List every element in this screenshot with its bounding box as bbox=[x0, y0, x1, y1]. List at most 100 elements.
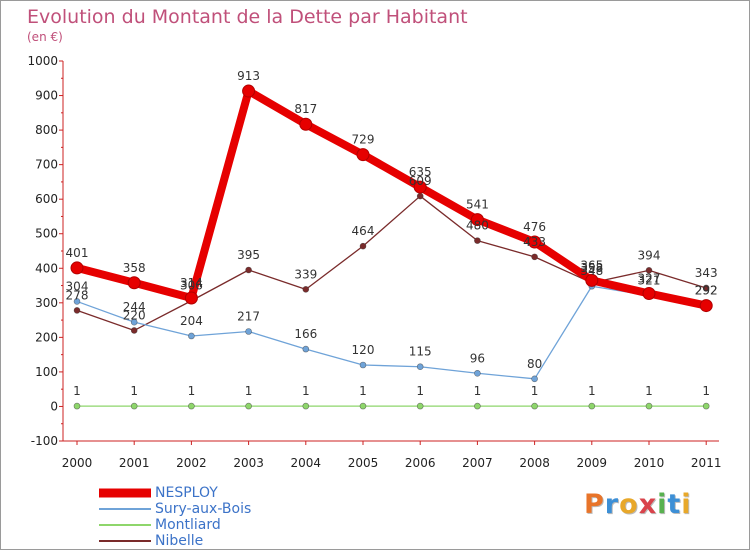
data-point-nibelle bbox=[531, 253, 538, 261]
legend-label-montliard: Montliard bbox=[155, 517, 221, 533]
data-label-sury-aux-bois: 244 bbox=[123, 300, 146, 314]
data-label-montliard: 1 bbox=[416, 384, 424, 398]
data-point-montliard bbox=[702, 402, 710, 410]
data-point-montliard bbox=[531, 402, 538, 410]
data-point-montliard bbox=[359, 402, 367, 410]
proxiti-logo: Proxiti bbox=[584, 489, 692, 520]
logo-letter: i bbox=[657, 489, 668, 520]
x-tick-label: 2008 bbox=[519, 456, 550, 470]
data-point-sury-aux-bois bbox=[188, 332, 195, 340]
data-label-nesploy: 913 bbox=[237, 69, 260, 83]
data-point-nesploy bbox=[699, 299, 713, 313]
data-label-sury-aux-bois: 120 bbox=[352, 343, 375, 357]
data-label-nibelle: 306 bbox=[180, 279, 203, 293]
data-point-sury-aux-bois bbox=[73, 298, 81, 305]
chart-title: Evolution du Montant de la Dette par Hab… bbox=[27, 6, 468, 28]
logo-letter: i bbox=[681, 489, 692, 520]
data-label-sury-aux-bois: 217 bbox=[237, 309, 260, 323]
data-label-montliard: 1 bbox=[531, 384, 539, 398]
data-point-nibelle bbox=[245, 266, 252, 274]
data-point-montliard bbox=[130, 402, 138, 410]
data-point-montliard bbox=[645, 402, 653, 410]
legend-label-nibelle: Nibelle bbox=[155, 533, 204, 549]
data-label-nesploy: 358 bbox=[123, 261, 146, 275]
x-tick-label: 2009 bbox=[577, 456, 608, 470]
legend-item-nibelle: Nibelle bbox=[99, 533, 359, 549]
data-label-sury-aux-bois: 80 bbox=[527, 357, 542, 371]
y-tick-label: 700 bbox=[35, 158, 58, 172]
data-point-nesploy bbox=[299, 117, 313, 131]
data-label-nibelle: 278 bbox=[66, 288, 89, 302]
data-point-nibelle bbox=[702, 284, 710, 292]
data-label-sury-aux-bois: 304 bbox=[66, 279, 89, 293]
data-label-sury-aux-bois: 348 bbox=[580, 264, 603, 278]
logo-letter: t bbox=[667, 489, 682, 520]
x-tick-label: 2003 bbox=[233, 456, 264, 470]
y-tick-label: -100 bbox=[31, 434, 58, 448]
legend-item-nesploy: NESPLOY bbox=[99, 485, 359, 501]
data-label-nibelle: 343 bbox=[695, 266, 718, 280]
y-tick-label: 800 bbox=[35, 123, 58, 137]
data-label-montliard: 1 bbox=[188, 384, 196, 398]
x-tick-label: 2000 bbox=[62, 456, 93, 470]
x-tick-label: 2001 bbox=[119, 456, 150, 470]
data-label-nesploy: 476 bbox=[523, 220, 546, 234]
data-point-montliard bbox=[73, 402, 81, 410]
data-point-sury-aux-bois bbox=[359, 361, 367, 369]
data-point-sury-aux-bois bbox=[474, 369, 481, 377]
data-point-nesploy bbox=[70, 261, 84, 275]
data-point-nibelle bbox=[130, 327, 138, 334]
y-tick-label: 100 bbox=[35, 365, 58, 379]
data-point-nesploy bbox=[184, 291, 198, 305]
data-point-nesploy bbox=[356, 148, 370, 162]
data-point-montliard bbox=[245, 402, 252, 410]
data-label-sury-aux-bois: 166 bbox=[294, 327, 317, 341]
data-label-nesploy: 729 bbox=[352, 133, 375, 147]
x-tick-label: 2011 bbox=[691, 456, 722, 470]
x-tick-label: 2006 bbox=[405, 456, 436, 470]
series-line-sury-aux-bois bbox=[76, 285, 707, 380]
data-label-montliard: 1 bbox=[588, 384, 596, 398]
series-line-nibelle bbox=[76, 195, 707, 332]
data-label-nesploy: 635 bbox=[409, 165, 432, 179]
y-tick-label: 0 bbox=[50, 399, 58, 413]
data-point-nibelle bbox=[474, 237, 481, 244]
x-tick-label: 2010 bbox=[634, 456, 665, 470]
data-point-montliard bbox=[474, 402, 481, 410]
series-line-nesploy bbox=[73, 87, 711, 310]
legend-label-sury-aux-bois: Sury-aux-Bois bbox=[155, 501, 252, 517]
data-point-nibelle bbox=[645, 267, 653, 274]
data-point-nibelle bbox=[302, 286, 310, 293]
data-label-montliard: 1 bbox=[302, 384, 310, 398]
data-label-montliard: 1 bbox=[130, 384, 138, 398]
logo-letter: o bbox=[619, 489, 639, 520]
data-label-nibelle: 220 bbox=[123, 308, 146, 322]
data-point-sury-aux-bois bbox=[130, 318, 138, 326]
y-tick-label: 500 bbox=[35, 227, 58, 241]
data-label-montliard: 1 bbox=[245, 384, 253, 398]
data-label-nibelle: 339 bbox=[294, 267, 317, 281]
legend-swatch-sury-aux-bois bbox=[99, 508, 151, 510]
data-label-sury-aux-bois: 292 bbox=[695, 284, 718, 298]
data-point-montliard bbox=[188, 402, 195, 410]
data-label-nibelle: 464 bbox=[352, 224, 375, 238]
data-point-montliard bbox=[302, 402, 310, 410]
data-point-sury-aux-bois bbox=[302, 345, 310, 353]
data-point-nibelle bbox=[73, 307, 81, 314]
x-tick-label: 2002 bbox=[176, 456, 207, 470]
data-label-nesploy: 401 bbox=[66, 246, 89, 260]
y-tick-label: 200 bbox=[35, 330, 58, 344]
data-label-nibelle: 433 bbox=[523, 235, 546, 249]
data-point-nibelle bbox=[359, 242, 367, 250]
data-label-nibelle: 609 bbox=[409, 174, 432, 188]
data-label-nesploy: 541 bbox=[466, 198, 489, 212]
data-point-montliard bbox=[416, 402, 424, 410]
data-point-nibelle bbox=[416, 192, 424, 200]
y-tick-label: 1000 bbox=[27, 54, 58, 68]
legend-item-sury-aux-bois: Sury-aux-Bois bbox=[99, 501, 359, 517]
data-label-nesploy: 365 bbox=[580, 258, 603, 272]
data-label-montliard: 1 bbox=[359, 384, 367, 398]
data-label-montliard: 1 bbox=[702, 384, 710, 398]
y-tick-label: 400 bbox=[35, 261, 58, 275]
x-tick-label: 2005 bbox=[348, 456, 379, 470]
